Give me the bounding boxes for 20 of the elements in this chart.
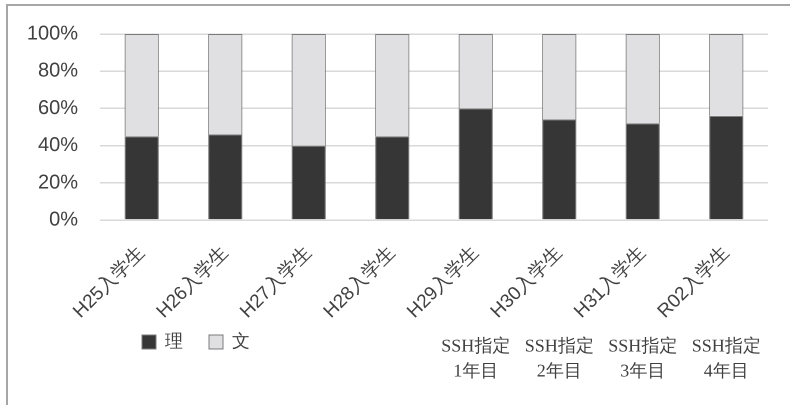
text: SSH指定 3年目 (608, 336, 678, 381)
y-tick-label: 60% (38, 96, 78, 119)
y-tick-label: 80% (38, 60, 78, 82)
x-tick-label: H26入学生 (152, 242, 232, 322)
y-tick-label: 20% (38, 171, 78, 194)
x-tick-label: H30入学生 (486, 242, 566, 322)
y-tick-label: 0% (49, 208, 78, 231)
y-tick-label: 100% (26, 22, 78, 45)
x-tick-label: H28入学生 (320, 242, 400, 322)
legend-label: 理 (165, 330, 183, 351)
legend-label: 文 (232, 330, 250, 351)
text: SSH指定 1年目 (441, 336, 510, 381)
x-tick-label: H27入学生 (236, 242, 316, 322)
x-tick-label: R02入学生 (654, 242, 734, 322)
text: SSH指定 2年目 (524, 336, 594, 381)
y-tick-label: 40% (38, 134, 78, 156)
x-tick-label: H31入学生 (570, 242, 650, 322)
x-tick-label: H25入学生 (69, 242, 149, 322)
text: SSH指定 4年目 (692, 336, 761, 381)
x-tick-label: H29入学生 (403, 242, 483, 322)
